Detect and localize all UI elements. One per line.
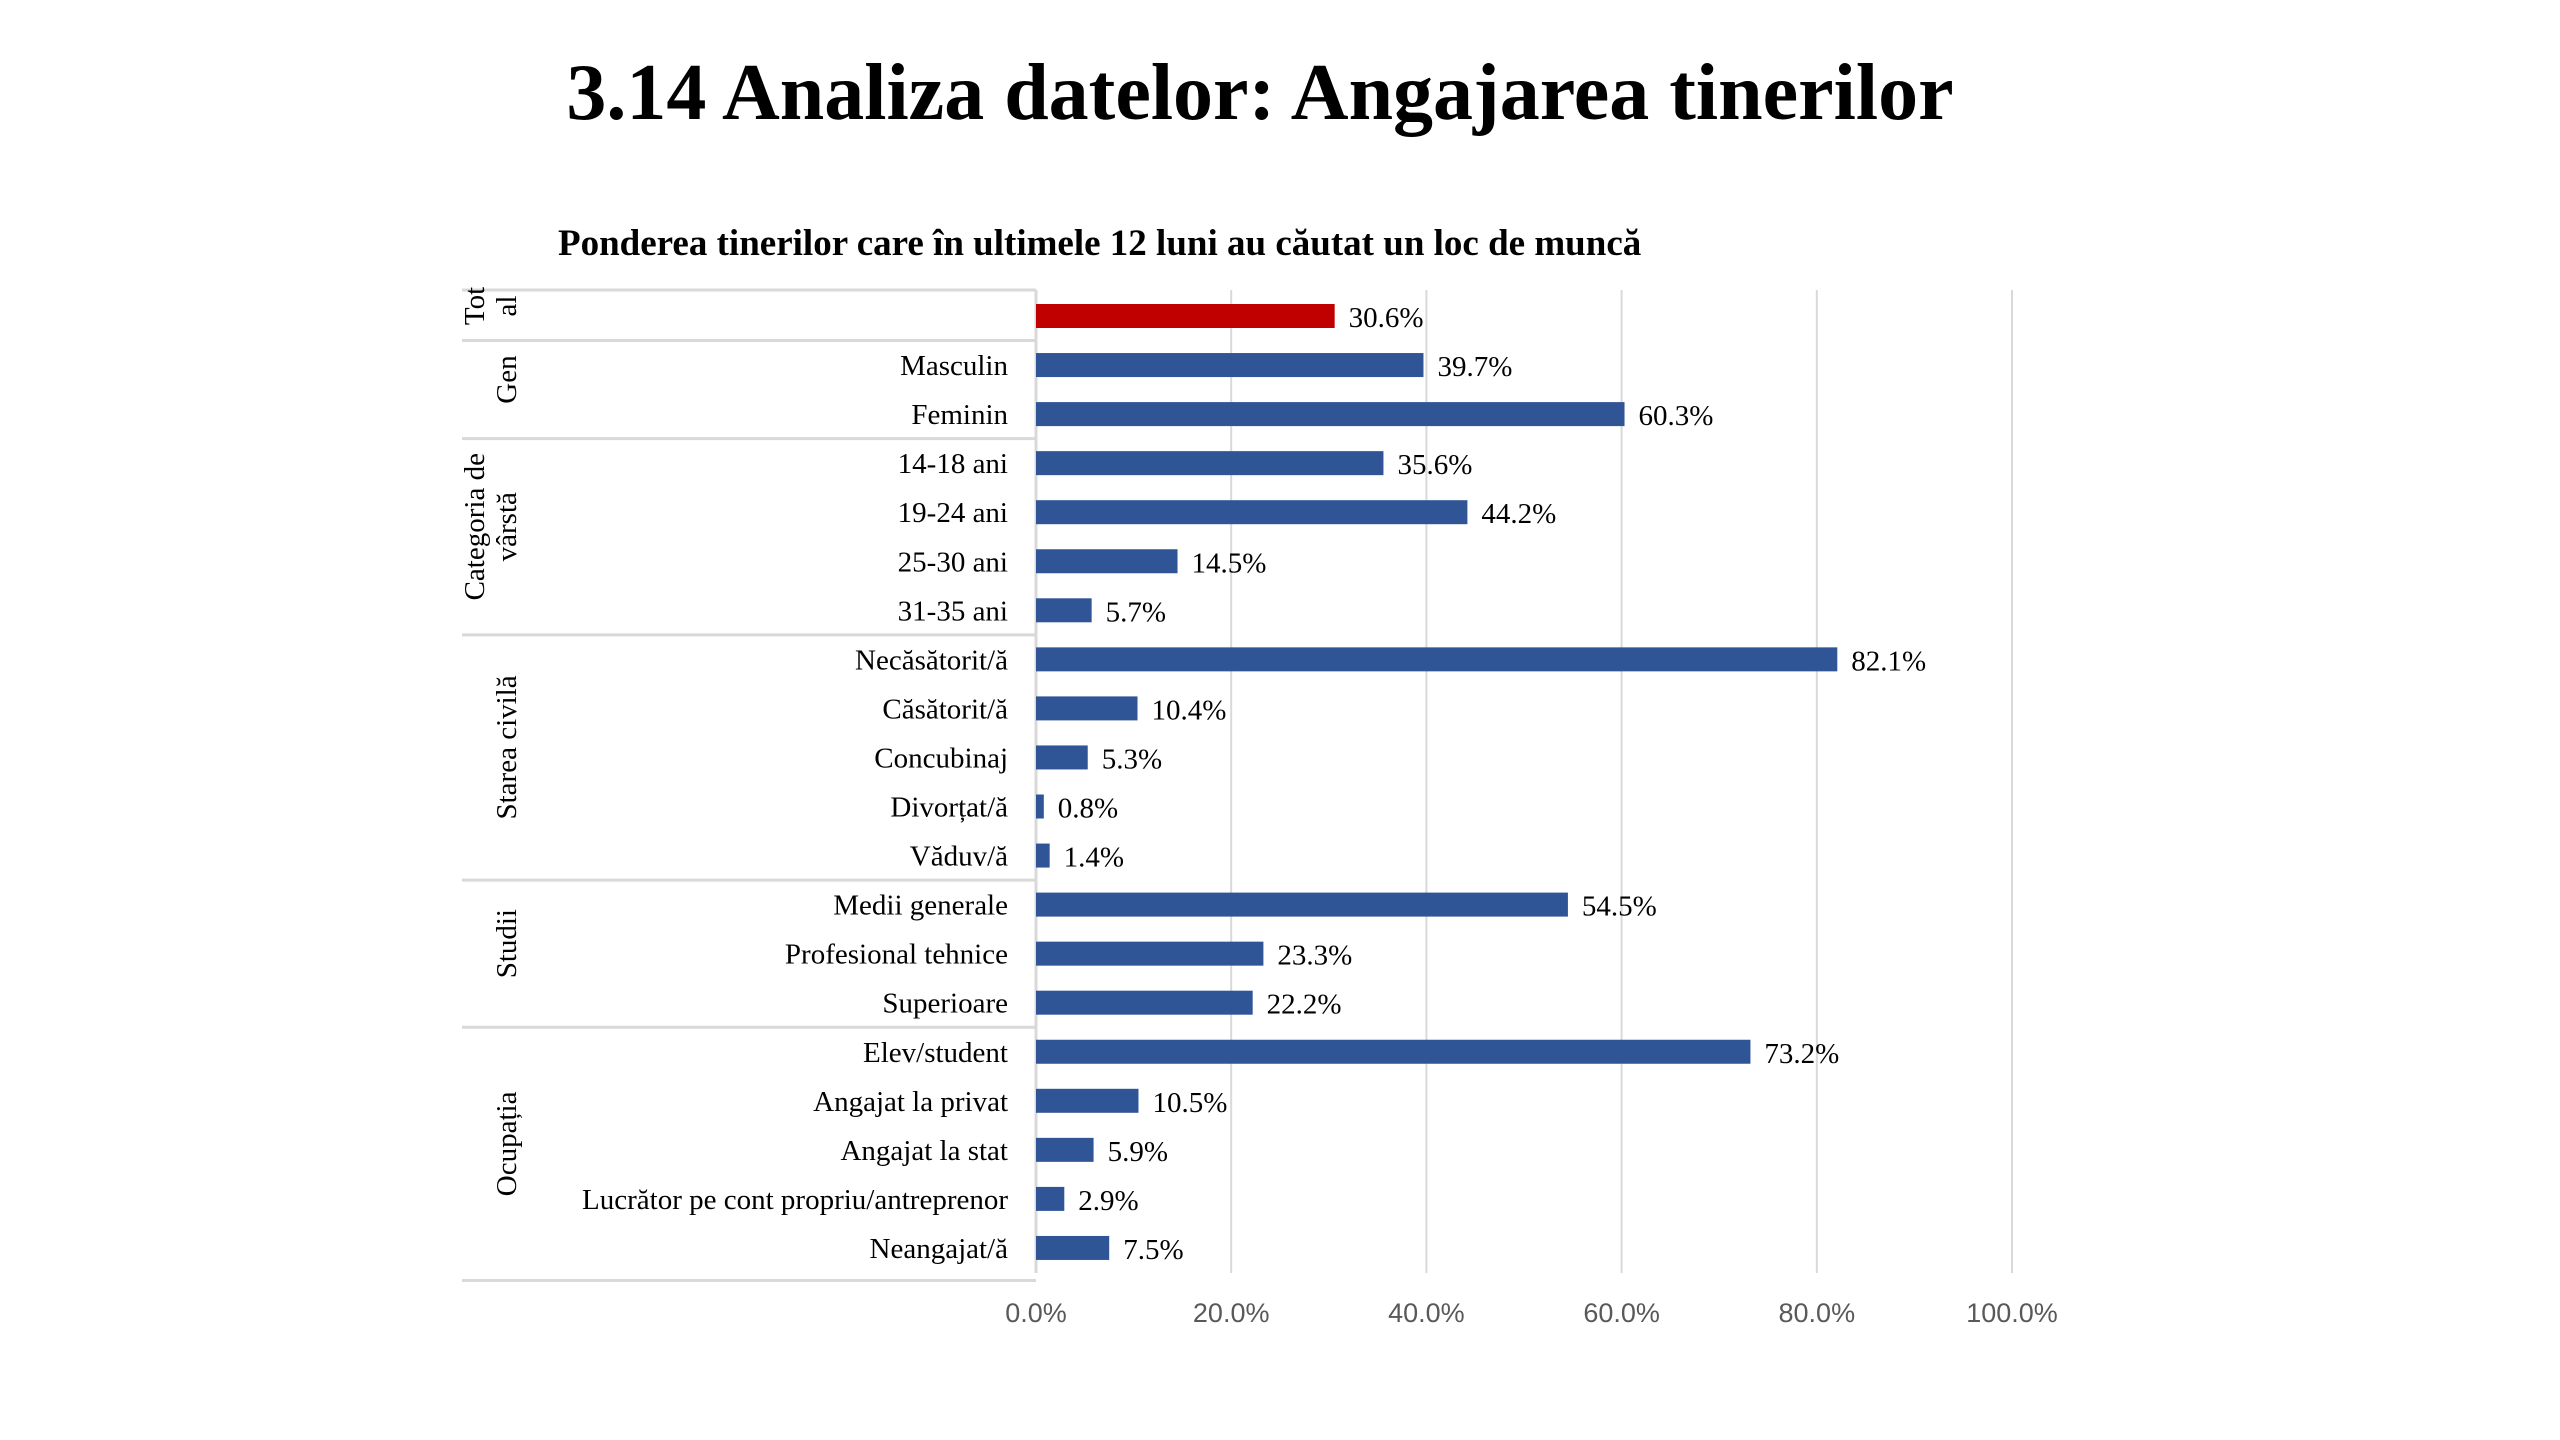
data-label: 73.2% (1764, 1038, 1839, 1070)
bar (1036, 1137, 1094, 1162)
group-label: Tot (459, 287, 491, 325)
data-label: 30.6% (1349, 302, 1424, 334)
data-label: 0.8% (1058, 793, 1118, 825)
category-label: Medii generale (833, 890, 1008, 922)
data-label: 60.3% (1639, 400, 1714, 432)
group-label: al (491, 296, 523, 317)
bar (1036, 990, 1253, 1015)
category-label: Profesional tehnice (785, 939, 1008, 971)
page-title: 3.14 Analiza datelor: Angajarea tinerilo… (566, 49, 1954, 137)
data-label: 82.1% (1851, 645, 1926, 677)
data-label: 10.4% (1152, 694, 1227, 726)
bar (1036, 549, 1178, 574)
group-label: Categoria de (459, 453, 491, 600)
x-tick-label: 40.0% (1388, 1298, 1465, 1328)
category-label: Necăsătorit/ă (855, 644, 1008, 676)
bar (1036, 1235, 1110, 1260)
x-tick-label: 0.0% (1005, 1298, 1067, 1328)
category-label: Angajat la stat (840, 1135, 1008, 1167)
bar (1036, 402, 1625, 427)
category-label: Văduv/ă (910, 841, 1008, 873)
bar (1036, 794, 1044, 819)
x-tick-label: 60.0% (1583, 1298, 1660, 1328)
data-label: 39.7% (1437, 351, 1512, 383)
group-label: vârstă (491, 492, 523, 561)
x-tick-label: 100.0% (1966, 1298, 2058, 1328)
data-label: 44.2% (1481, 498, 1556, 530)
group-label: Studii (491, 909, 523, 978)
x-tick-label: 80.0% (1779, 1298, 1856, 1328)
category-label: Angajat la privat (813, 1086, 1008, 1118)
chart-title: Ponderea tinerilor care în ultimele 12 l… (558, 223, 1642, 264)
data-label: 7.5% (1123, 1234, 1183, 1266)
bar (1036, 598, 1092, 623)
data-label: 35.6% (1397, 449, 1472, 481)
data-label: 22.2% (1267, 989, 1342, 1021)
category-label: Concubinaj (874, 742, 1008, 774)
group-label: Gen (491, 355, 523, 404)
category-label: Căsătorit/ă (882, 693, 1008, 725)
bar (1036, 892, 1568, 917)
data-label: 1.4% (1064, 842, 1124, 874)
bar (1036, 500, 1468, 525)
data-label: 54.5% (1582, 891, 1657, 923)
bar (1036, 941, 1264, 966)
data-label: 2.9% (1078, 1185, 1138, 1217)
data-label: 10.5% (1152, 1087, 1227, 1119)
data-label: 5.9% (1108, 1136, 1168, 1168)
data-label: 5.7% (1106, 596, 1166, 628)
category-label: Neangajat/ă (870, 1233, 1009, 1265)
data-label: 23.3% (1277, 940, 1352, 972)
category-label: 14-18 ani (898, 448, 1008, 480)
x-tick-label: 20.0% (1193, 1298, 1270, 1328)
bar (1036, 1186, 1065, 1211)
group-label: Ocupația (491, 1091, 523, 1196)
category-label: Feminin (911, 399, 1008, 431)
bar (1036, 353, 1424, 378)
bar (1036, 451, 1384, 476)
bar (1036, 696, 1138, 721)
category-label: Masculin (900, 350, 1008, 382)
category-label: Lucrător pe cont propriu/antreprenor (582, 1184, 1008, 1216)
category-label: Superioare (882, 988, 1008, 1020)
data-label: 14.5% (1192, 547, 1267, 579)
bar (1036, 304, 1335, 328)
category-label: Elev/student (863, 1037, 1008, 1069)
group-label: Starea civilă (491, 675, 523, 819)
category-label: 19-24 ani (898, 497, 1008, 529)
bar (1036, 1039, 1751, 1064)
category-label: 31-35 ani (898, 595, 1008, 627)
bar (1036, 647, 1838, 672)
data-label: 5.3% (1102, 743, 1162, 775)
category-label: 25-30 ani (898, 546, 1008, 578)
category-label: Divorțat/ă (890, 792, 1008, 824)
bar (1036, 1088, 1139, 1113)
bar (1036, 745, 1088, 770)
bar (1036, 843, 1050, 868)
